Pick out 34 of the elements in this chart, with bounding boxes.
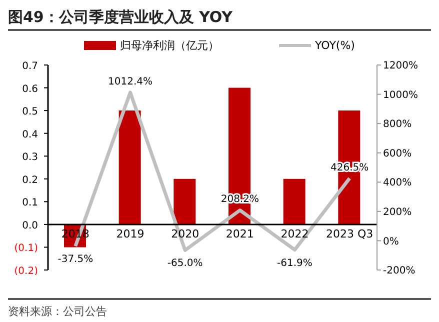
y2-tick-label: 200% — [383, 206, 412, 218]
x-tick-label: 2019 — [116, 227, 144, 240]
y-tick-label: 0.6 — [22, 84, 38, 95]
y2-tick-label: -200% — [383, 266, 416, 277]
bar — [283, 178, 306, 224]
y-tick-label: 0.4 — [22, 129, 38, 140]
bar — [118, 110, 141, 224]
y2-tick-label: 1200% — [383, 60, 418, 72]
y-tick-label: (0.2) — [14, 266, 38, 277]
data-label: 1012.4% — [108, 76, 152, 88]
bar — [174, 178, 196, 224]
data-label: -37.5% — [58, 254, 94, 266]
y-tick-label: (0.1) — [14, 243, 38, 254]
y-tick-label: 0.1 — [22, 198, 38, 209]
y2-tick-label: 400% — [383, 178, 412, 189]
y2-tick-label: 1000% — [383, 90, 418, 101]
x-tick-label: 2021 — [226, 227, 254, 240]
legend-label: 归母净利润（亿元） — [120, 38, 220, 52]
data-label: -65.0% — [167, 258, 203, 270]
y-tick-label: 0.0 — [22, 220, 38, 232]
x-tick-label: 2023 Q3 — [326, 227, 374, 240]
x-tick-label: 2020 — [171, 227, 200, 240]
y2-tick-label: 0% — [383, 236, 399, 248]
legend-label: YOY(%) — [315, 38, 355, 52]
y2-tick-label: 800% — [383, 119, 412, 130]
y-tick-label: 0.2 — [22, 174, 38, 186]
y-tick-label: 0.7 — [22, 61, 38, 72]
y-tick-label: 0.5 — [22, 106, 38, 118]
text: 资料来源：公司公告 — [8, 304, 108, 319]
chart-title: 图49：公司季度营业收入及 YOY — [8, 8, 431, 31]
data-label: -61.9% — [277, 258, 312, 269]
y-tick-label: 0.3 — [22, 152, 38, 164]
y2-tick-label: 600% — [383, 148, 412, 160]
x-tick-label: 2022 — [280, 227, 309, 240]
